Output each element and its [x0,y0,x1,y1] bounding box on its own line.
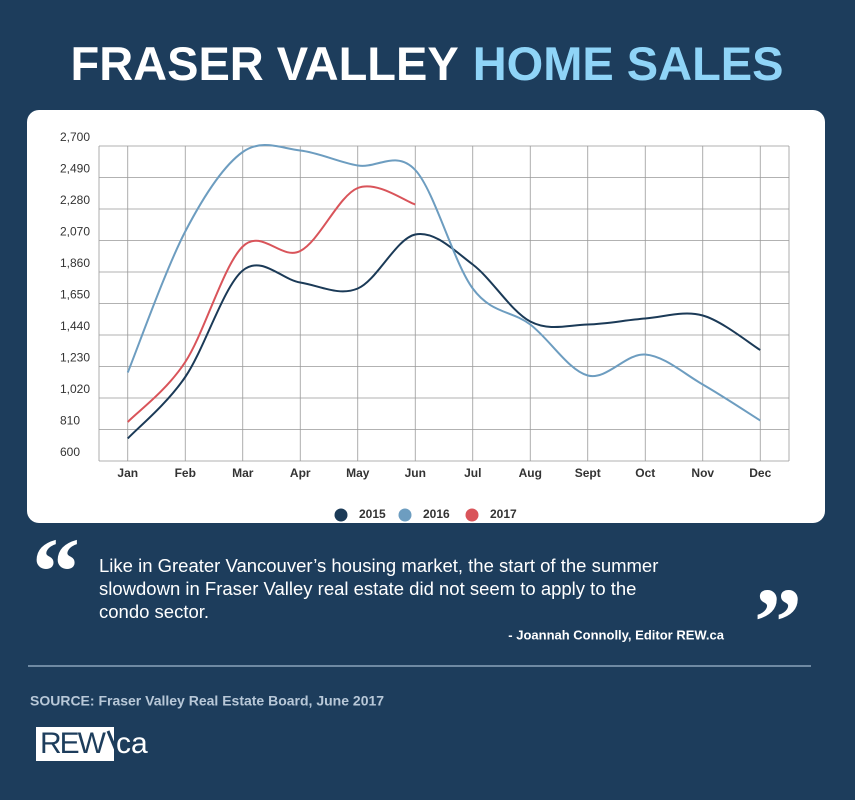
legend-label: 2015 [359,507,386,521]
quote-line: slowdown in Fraser Valley real estate di… [99,578,636,599]
logo-box [36,727,114,761]
title-part: FRASER VALLEY [71,37,459,90]
y-tick-label: 2,700 [60,130,90,144]
y-tick-label: 600 [60,445,80,459]
x-tick-label: Dec [749,466,771,480]
x-tick-label: Jul [464,466,481,480]
chart-card [27,110,825,523]
y-tick-label: 2,280 [60,193,90,207]
legend-marker [334,508,348,522]
logo-right: ca [116,727,148,760]
legend-label: 2017 [490,507,517,521]
x-tick-label: Jun [405,466,426,480]
series-line [127,233,761,440]
title-part: HOME SALES [473,37,784,90]
quote-text: Like in Greater Vancouver’s housing mark… [99,555,658,622]
x-tick-label: Aug [519,466,542,480]
y-tick-label: 1,650 [60,288,90,302]
attribution: - Joannah Connolly, Editor REW.ca [508,627,724,642]
legend-marker [398,508,412,522]
x-tick-label: Sept [575,466,601,480]
chart: 600 810 1,020 1,230 1,440 1,650 1,860 2,070 2,28… [60,130,790,522]
x-tick-label: Apr [290,466,311,480]
quote-line: Like in Greater Vancouver’s housing mark… [99,555,658,576]
x-tick-label: Feb [175,466,196,480]
x-tick-label: Nov [691,466,714,480]
quote-line: condo sector. [99,601,209,622]
x-tick-label: Mar [232,466,254,480]
y-tick-label: 1,440 [60,319,90,333]
source: SOURCE: Fraser Valley Real Estate Board,… [30,693,384,709]
close-quote: ” [754,568,802,675]
series-line [127,185,416,423]
open-quote: “ [32,518,80,625]
x-tick-label: Oct [635,466,655,480]
legend-label: 2016 [423,507,450,521]
logo-left: REW [40,727,107,760]
y-tick-label: 2,490 [60,162,90,176]
x-tick-label: Jan [117,466,138,480]
series-line [126,144,761,422]
x-tick-label: May [346,466,370,480]
y-tick-label: 2,070 [60,225,90,239]
y-tick-label: 1,230 [60,351,90,365]
y-tick-label: 1,020 [60,382,90,396]
title: FRASER VALLEY HOME SALES [71,37,784,90]
y-tick-label: 810 [60,414,80,428]
legend-marker [465,508,479,522]
y-tick-label: 1,860 [60,256,90,270]
logo-slash [106,730,122,761]
